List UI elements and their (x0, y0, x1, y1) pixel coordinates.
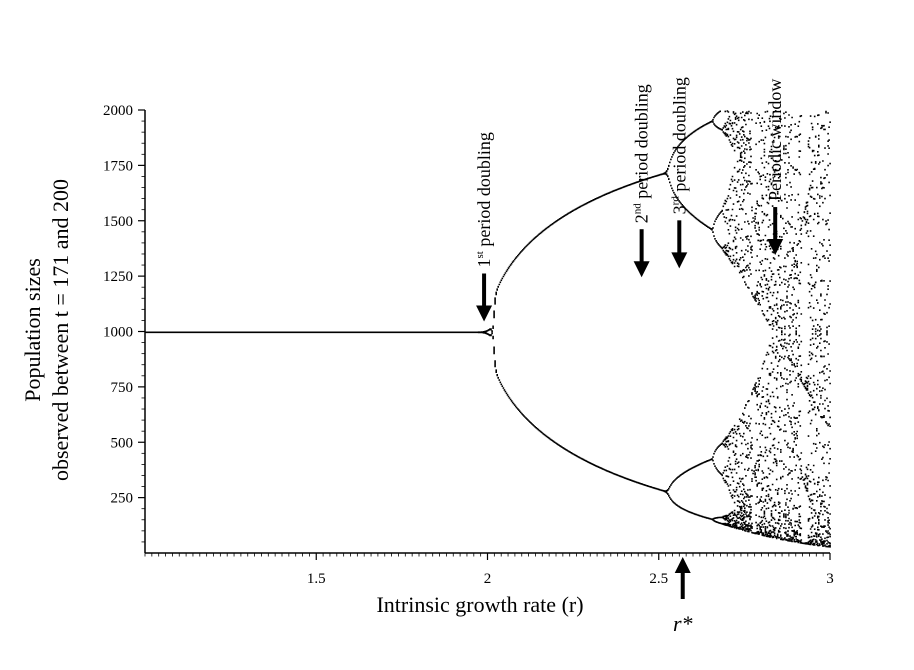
x-axis-title: Intrinsic growth rate (r) (376, 592, 583, 617)
y-tick-label: 1000 (103, 325, 133, 341)
y-tick-label: 1750 (103, 158, 133, 174)
y-axis-title-line1: Population sizes (20, 258, 45, 402)
annotation-label-3: 3rd period doubling (669, 77, 689, 214)
y-tick-label: 500 (111, 435, 134, 451)
annotation-label-2: 2nd period doubling (632, 84, 652, 223)
annotation-arrow-2-head (633, 261, 650, 278)
y-tick-label: 1250 (103, 269, 133, 285)
y-tick-label: 750 (111, 380, 134, 396)
annotations: 1st period doubling 2nd period doubling 3r… (474, 77, 785, 636)
y-tick-label: 2000 (103, 103, 133, 119)
annotation-arrow-4-head (767, 239, 784, 256)
x-tick-label: 2.5 (649, 571, 668, 587)
y-tick-label: 250 (111, 491, 134, 507)
annotation-label-4: Periodic window (765, 79, 785, 201)
annotation-label-1: 1st period doubling (474, 132, 494, 267)
ticks: 1.5 2 2.5 3 250 500 750 1000 1250 1500 1750 2000 (103, 103, 834, 587)
y-axis-title-line2: observed between t = 171 and 200 (48, 179, 73, 481)
x-tick-label: 1.5 (307, 571, 326, 587)
annotation-arrow-3-head (671, 252, 688, 269)
r-star-label: r* (673, 611, 693, 636)
y-tick-label: 1500 (103, 214, 133, 230)
x-tick-label: 3 (826, 571, 834, 587)
annotation-arrow-1-head (476, 305, 493, 322)
x-tick-label: 2 (484, 571, 492, 587)
r-star-arrow-head (674, 557, 691, 573)
